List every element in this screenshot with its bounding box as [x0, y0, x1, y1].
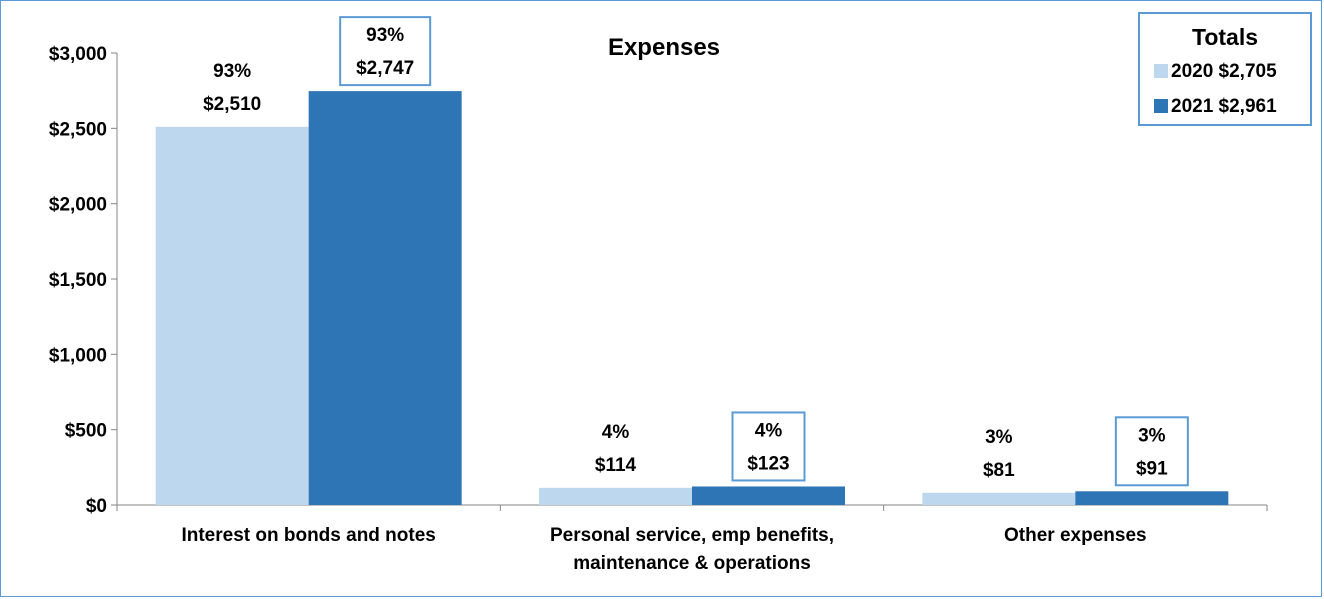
bar-layer — [155, 91, 1229, 506]
chart-title: Expenses — [608, 34, 720, 61]
bar-2020 — [155, 126, 309, 506]
bar-2020 — [922, 492, 1076, 505]
x-tick-label: Interest on bonds and notes — [181, 525, 435, 546]
y-tick-label: $1,500 — [49, 270, 107, 291]
y-tick-label: $2,500 — [49, 119, 107, 140]
y-tick-label: $0 — [86, 496, 107, 517]
data-label-value: $91 — [1136, 458, 1168, 479]
data-label-box — [339, 16, 432, 87]
data-label-percent: 93% — [213, 61, 251, 82]
data-label-box — [731, 411, 806, 482]
data-label-percent: 3% — [1138, 425, 1166, 446]
data-label-value: $81 — [983, 460, 1015, 481]
legend: Totals 2020 $2,705 2021 $2,961 — [1138, 12, 1312, 126]
data-label-value: $123 — [747, 453, 789, 474]
data-label-percent: 3% — [985, 427, 1013, 448]
y-tick-label: $500 — [65, 421, 107, 442]
bar-2020 — [539, 487, 692, 505]
y-tick-label: $3,000 — [49, 44, 107, 65]
data-label-layer: 93% $2,510 93% $2,747 4% $114 4% $123 3% $81 3% $91 — [203, 16, 1189, 487]
legend-swatch-2020 — [1154, 64, 1168, 78]
y-tick-label: $1,000 — [49, 345, 107, 366]
bar-2021 — [1075, 491, 1229, 505]
x-tick-label: Personal service, emp benefits, — [550, 525, 834, 546]
bar-2021 — [308, 91, 462, 506]
data-label-value: $2,747 — [356, 58, 414, 79]
bar-2021 — [692, 486, 845, 505]
legend-label-2020: 2020 $2,705 — [1171, 61, 1277, 82]
data-label-value: $2,510 — [203, 94, 261, 115]
legend-swatch-2021 — [1154, 99, 1168, 113]
axis-layer: $0 $500 $1,000 $1,500 $2,000 $2,500 $3,000 Inte… — [49, 44, 1268, 574]
data-label-percent: 93% — [366, 25, 404, 46]
data-label-percent: 4% — [755, 420, 783, 441]
data-label-box — [1114, 416, 1189, 487]
legend-title: Totals — [1191, 24, 1259, 50]
legend-entry-2021: 2021 $2,961 — [1154, 96, 1277, 118]
y-tick-label: $2,000 — [49, 195, 107, 216]
legend-entry-2020: 2020 $2,705 — [1154, 61, 1277, 83]
x-tick-label: Other expenses — [1004, 525, 1147, 546]
data-label-percent: 4% — [602, 422, 630, 443]
x-tick-label: maintenance & operations — [573, 553, 811, 574]
legend-label-2021: 2021 $2,961 — [1171, 96, 1277, 117]
data-label-value: $114 — [595, 455, 637, 476]
